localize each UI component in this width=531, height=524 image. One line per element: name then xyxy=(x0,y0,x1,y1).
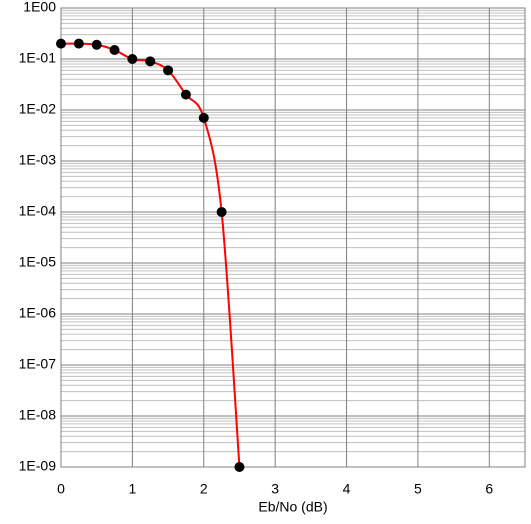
y-tick-label: 1E00 xyxy=(23,0,56,15)
data-point xyxy=(109,45,120,56)
plot-border xyxy=(60,7,526,468)
data-point xyxy=(145,56,156,67)
y-tick-label: 1E-05 xyxy=(19,254,57,270)
data-point xyxy=(91,39,102,50)
data-point xyxy=(73,38,84,49)
data-point xyxy=(127,54,138,64)
x-tick-label: 1 xyxy=(128,481,136,497)
y-tick-label: 1E-02 xyxy=(19,101,57,117)
x-tick-label: 5 xyxy=(414,481,422,497)
y-tick-label: 1E-08 xyxy=(19,407,57,423)
y-tick-label: 1E-04 xyxy=(19,203,57,219)
x-tick-label: 4 xyxy=(343,481,351,497)
data-point xyxy=(163,65,174,76)
x-tick-label: 0 xyxy=(57,481,65,497)
x-axis-label: Eb/No (dB) xyxy=(258,499,327,515)
series-line xyxy=(60,42,241,468)
x-tick-label: 3 xyxy=(271,481,279,497)
data-point xyxy=(234,462,245,472)
y-tick-label: 1E-07 xyxy=(19,356,57,372)
y-tick-label: 1E-01 xyxy=(19,50,57,66)
y-tick-label: 1E-06 xyxy=(19,305,57,321)
x-tick-label: 2 xyxy=(200,481,208,497)
y-tick-label: 1E-09 xyxy=(19,458,57,474)
data-point xyxy=(216,207,227,217)
x-tick-label: 6 xyxy=(485,481,493,497)
data-point xyxy=(198,112,209,123)
data-point xyxy=(180,89,191,100)
data-point xyxy=(56,38,66,49)
y-tick-label: 1E-03 xyxy=(19,152,57,168)
